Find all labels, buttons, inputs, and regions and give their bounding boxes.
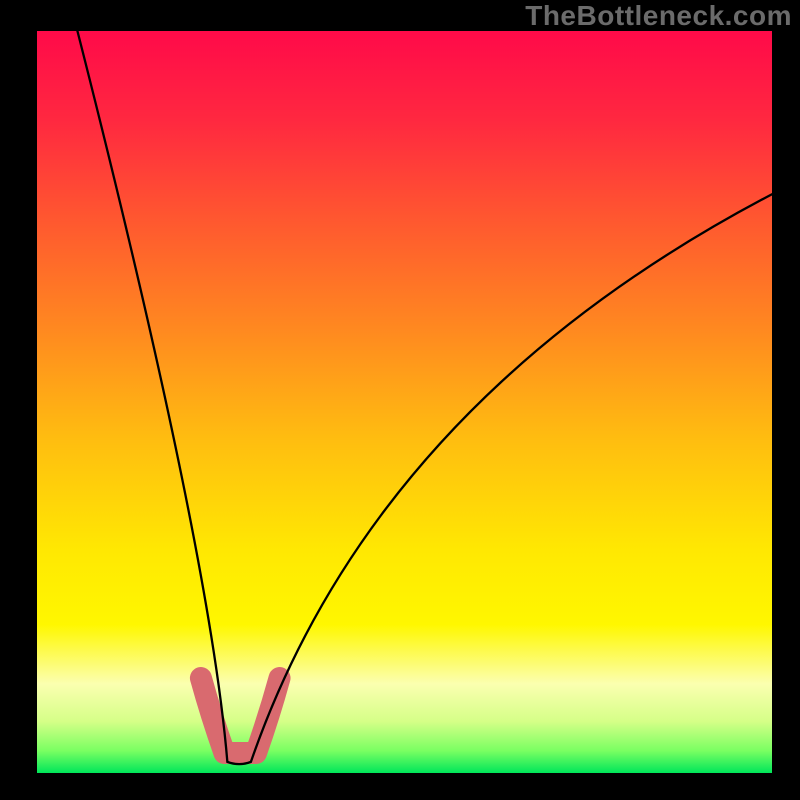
plot-background-gradient — [37, 31, 772, 773]
watermark-text: TheBottleneck.com — [525, 0, 792, 32]
bottleneck-chart — [0, 0, 800, 800]
